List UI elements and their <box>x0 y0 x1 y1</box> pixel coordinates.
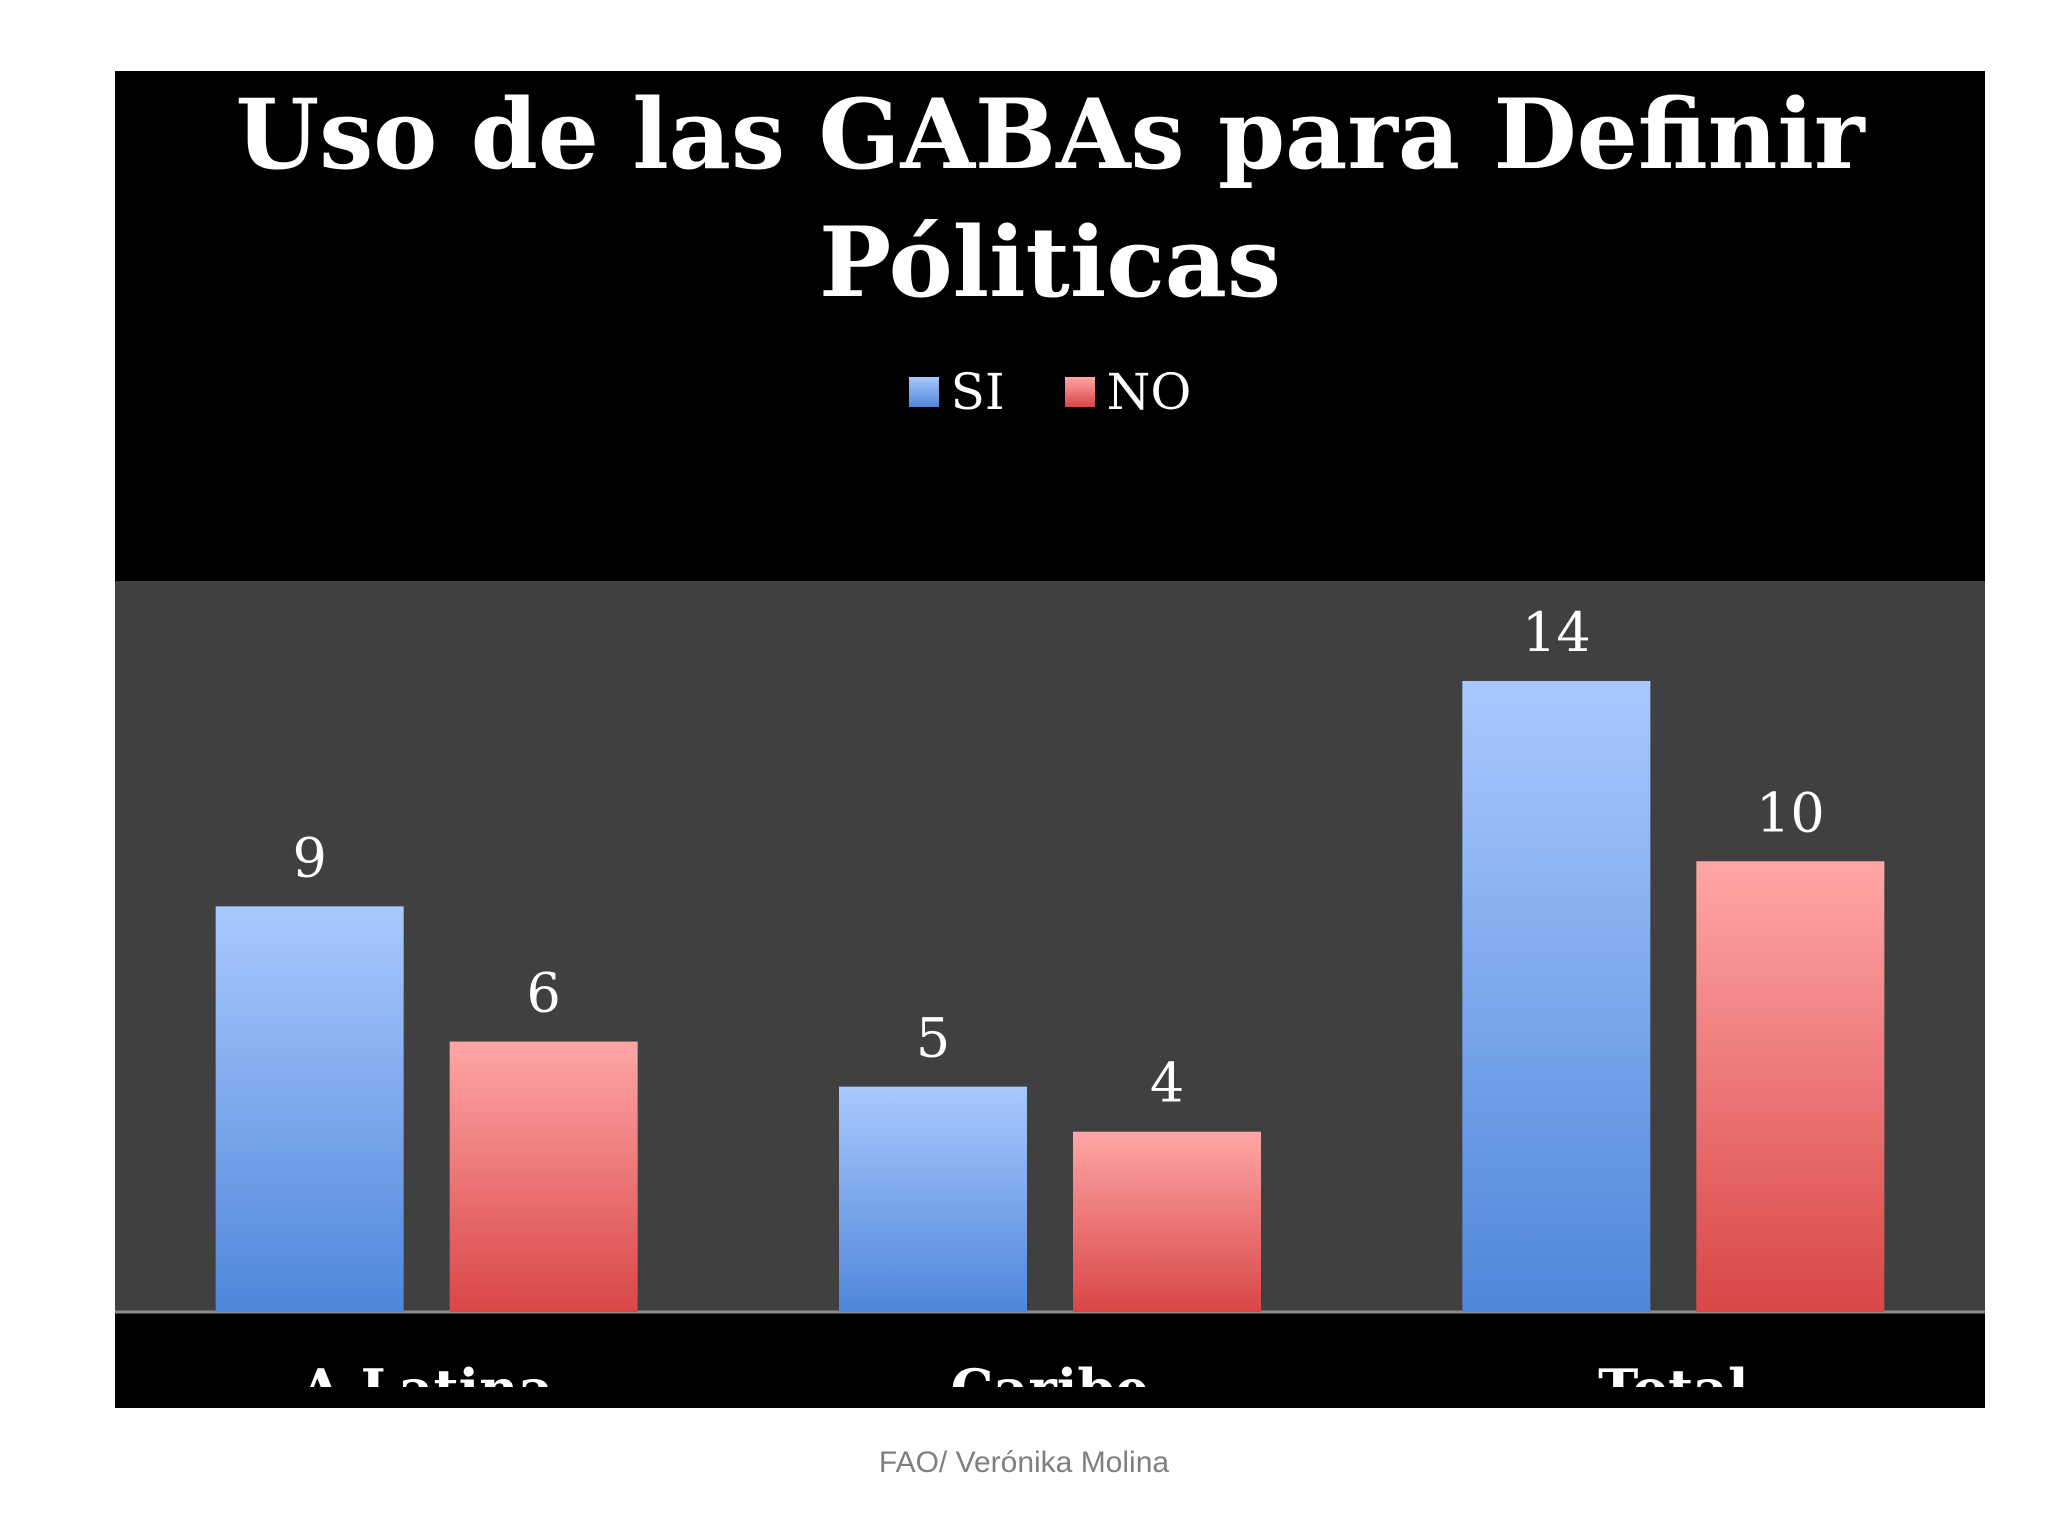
legend-swatch-si <box>908 377 939 407</box>
chart-legend: SI NO <box>115 361 1985 421</box>
bar-no-a-latina <box>449 1041 638 1312</box>
legend-swatch-no <box>1064 377 1095 407</box>
bar-si-a-latina <box>215 906 404 1312</box>
legend-item-no: NO <box>1064 363 1192 421</box>
legend-item-si: SI <box>908 363 1005 421</box>
legend-label-si: SI <box>950 363 1005 421</box>
data-label-no-caribe: 4 <box>1150 1052 1184 1115</box>
bar-si-total <box>1462 681 1651 1312</box>
plot-area: 9 6 5 4 14 10 A.Latina Caribe Total <box>115 511 1985 1408</box>
chart-title-line-2: Póliticas <box>818 206 1282 319</box>
x-tick-label-total: Total <box>1598 1357 1748 1387</box>
chart-title: Uso de las GABAs para Definir Póliticas <box>115 71 1985 327</box>
data-label-si-caribe: 5 <box>916 1007 950 1070</box>
plot-background <box>115 581 1985 1312</box>
bar-no-total <box>1696 861 1885 1312</box>
image-caption: FAO/ Verónika Molina <box>878 1446 1170 1479</box>
data-label-si-total: 14 <box>1522 601 1591 664</box>
chart-title-line-1: Uso de las GABAs para Definir <box>235 78 1865 191</box>
data-label-no-a-latina: 6 <box>526 962 560 1025</box>
bar-no-caribe <box>1073 1131 1261 1312</box>
x-tick-label-a-latina: A.Latina <box>299 1357 553 1387</box>
bar-si-caribe <box>839 1086 1027 1312</box>
x-tick-label-caribe: Caribe <box>950 1357 1149 1387</box>
bar-chart: 9 6 5 4 14 10 A.Latina Caribe Total <box>115 581 1985 1408</box>
data-label-si-a-latina: 9 <box>292 826 326 889</box>
legend-label-no: NO <box>1106 363 1192 421</box>
chart-frame: Uso de las GABAs para Definir Póliticas … <box>115 71 1985 1408</box>
data-label-no-total: 10 <box>1756 781 1825 844</box>
